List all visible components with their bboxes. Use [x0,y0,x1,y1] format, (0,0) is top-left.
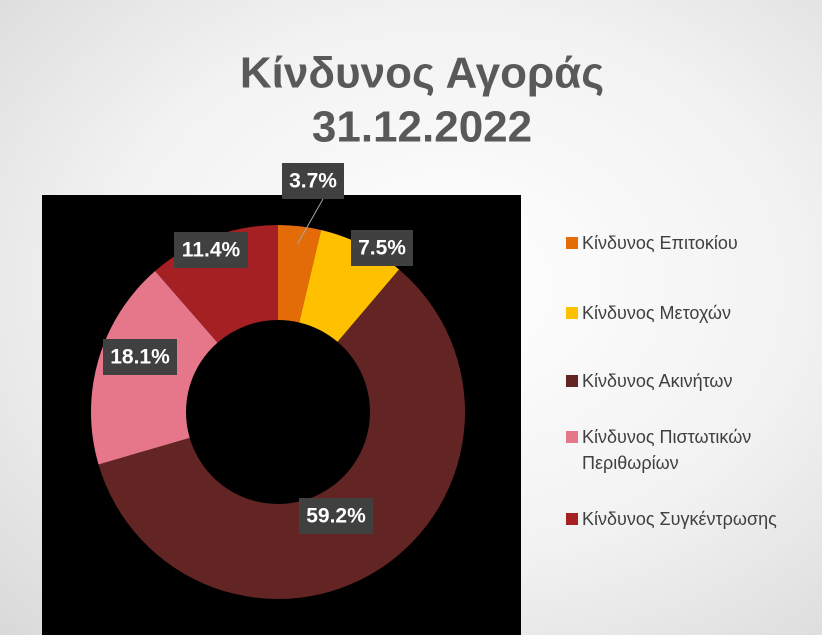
data-label-box [174,232,248,268]
leader-line [297,198,324,244]
legend-label: Κίνδυνος Μετοχών [582,303,731,323]
legend-item: Κίνδυνος Πιστωτικών Περιθωρίων [566,424,816,476]
legend-item: Κίνδυνος Συγκέντρωσης [566,506,816,532]
legend-swatch [566,513,578,525]
data-label: 11.4% [182,239,241,262]
legend-label: Κίνδυνος Πιστωτικών Περιθωρίων [582,427,752,473]
legend-label: Κίνδυνος Επιτοκίου [582,233,738,253]
data-label: 3.7% [289,170,337,193]
donut-slice [98,269,465,599]
data-label-box [103,339,177,375]
legend-swatch [566,237,578,249]
legend-label: Κίνδυνος Συγκέντρωσης [582,509,777,529]
data-label-box [282,163,344,199]
data-label: 7.5% [358,237,406,260]
data-label: 59.2% [306,505,366,528]
data-label-box [351,230,413,266]
data-label-box [299,498,373,534]
legend-swatch [566,375,578,387]
legend-item: Κίνδυνος Ακινήτων [566,368,816,394]
chart-title: 31.12.2022 [312,103,532,152]
chart-title: Κίνδυνος Αγοράς [240,49,604,98]
legend-item: Κίνδυνος Μετοχών [566,300,816,326]
donut-slice [278,225,322,323]
data-label: 18.1% [110,346,170,369]
legend-swatch [566,307,578,319]
legend-label: Κίνδυνος Ακινήτων [582,371,733,391]
legend-swatch [566,431,578,443]
legend-item: Κίνδυνος Επιτοκίου [566,230,816,256]
